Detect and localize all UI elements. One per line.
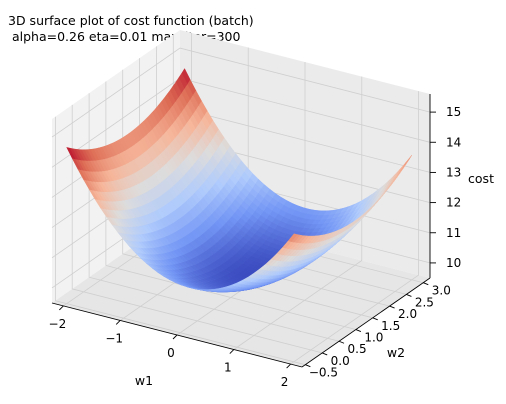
y-tick-mark — [406, 293, 412, 297]
x-tick-label: 2 — [281, 375, 289, 389]
x-gridline — [290, 91, 420, 365]
y-gridline — [105, 81, 356, 330]
z-axis-label: cost — [468, 171, 494, 186]
x-tick-mark — [115, 320, 121, 325]
z-tick-label: 13 — [446, 165, 461, 179]
x-tick-label: 1 — [224, 361, 232, 375]
y-axis-label: w2 — [387, 345, 405, 360]
y-tick-label: 1.0 — [364, 331, 383, 345]
y-tick-mark — [389, 305, 395, 309]
x-tick-mark — [229, 349, 235, 354]
y-tick-label: 0.5 — [348, 342, 367, 356]
x-axis-label: w1 — [135, 373, 153, 388]
tick-labels: −2−1012−0.50.00.51.01.52.02.53.010111213… — [49, 105, 462, 389]
cost-surface — [66, 68, 413, 293]
y-tick-mark — [355, 329, 362, 332]
y-tick-label: 1.5 — [381, 319, 400, 333]
y-tick-mark — [423, 282, 429, 286]
x-tick-label: 0 — [167, 346, 175, 360]
z-tick-label: 11 — [446, 226, 461, 240]
x-tick-label: −1 — [105, 332, 123, 346]
x-tick-label: −2 — [49, 317, 67, 331]
y-gridline — [71, 104, 323, 354]
z-tick-label: 14 — [446, 135, 461, 149]
y-axis-line — [301, 277, 431, 368]
z-tick-label: 12 — [446, 196, 461, 210]
y-tick-label: 3.0 — [432, 284, 451, 298]
y-tick-mark — [372, 317, 378, 321]
y-gridline — [122, 69, 373, 319]
z-tick-label: 10 — [446, 256, 461, 270]
x-tick-mark — [59, 305, 64, 311]
y-gridline — [55, 116, 306, 366]
chart-title-line1: 3D surface plot of cost function (batch) — [8, 13, 254, 28]
y-tick-label: 2.5 — [415, 295, 434, 309]
y-tick-label: −0.5 — [309, 366, 338, 380]
z-tick-label: 15 — [446, 105, 461, 119]
z-gridline — [51, 47, 431, 138]
x-gridline — [233, 76, 363, 350]
x-tick-mark — [286, 363, 291, 369]
y-tick-label: 2.0 — [398, 307, 417, 321]
surface-patch — [287, 233, 298, 242]
y-tick-mark — [322, 352, 328, 356]
y-tick-mark — [338, 340, 345, 344]
x-tick-mark — [172, 334, 178, 340]
y-tick-mark — [305, 364, 311, 368]
y-tick-label: 0.0 — [331, 354, 350, 368]
